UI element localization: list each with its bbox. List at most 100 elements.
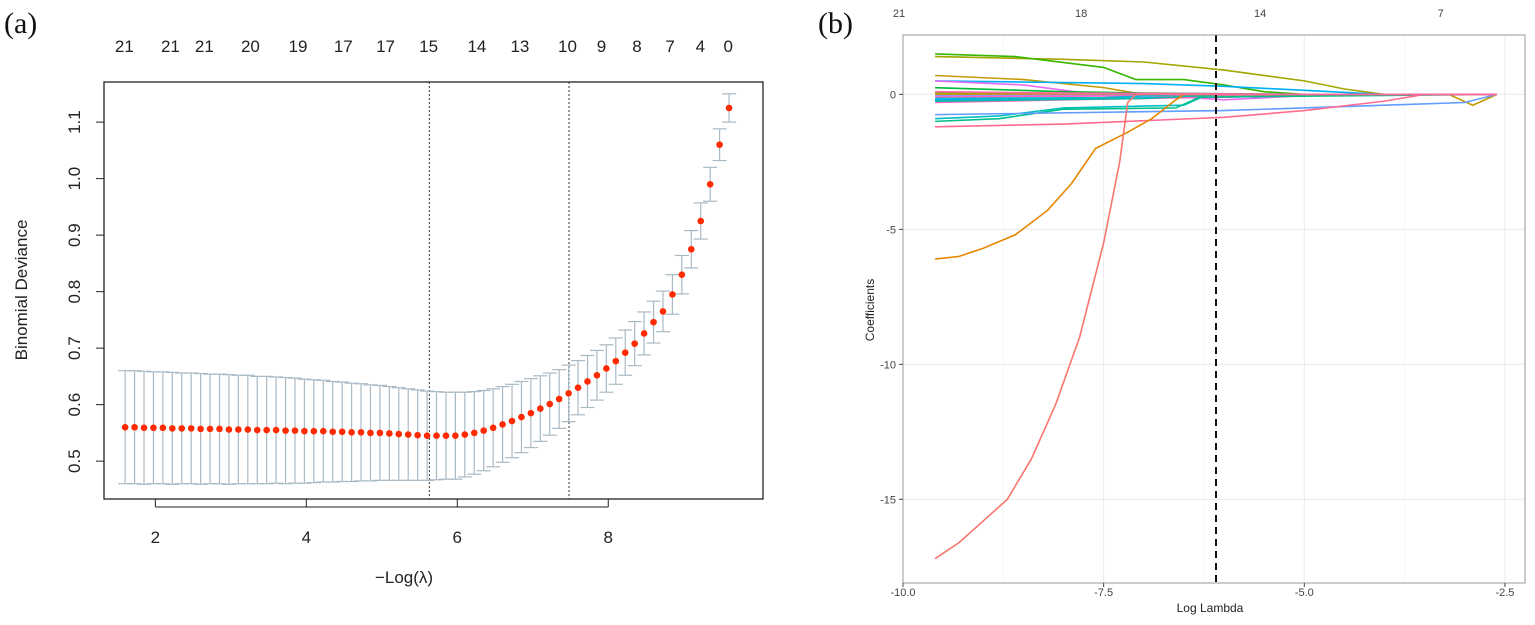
x-tick-label: 2 (151, 528, 160, 547)
data-point (716, 141, 723, 149)
data-point (206, 425, 214, 433)
y-tick-label: 1.0 (65, 167, 84, 191)
top-axis-label: 4 (696, 37, 705, 56)
panel-label-a: (a) (4, 7, 37, 40)
data-point (612, 357, 620, 365)
data-point (282, 427, 289, 434)
data-point (659, 308, 667, 315)
data-point (404, 431, 412, 438)
coefficient-path (934, 93, 1497, 560)
x-tick-label: 4 (302, 528, 311, 547)
data-point (197, 425, 204, 433)
data-point (291, 427, 299, 434)
data-point (537, 405, 544, 412)
data-point (461, 431, 469, 438)
data-point (235, 426, 242, 433)
data-point (603, 365, 610, 372)
x-tick-label: -7.5 (1094, 587, 1113, 599)
top-axis-label: 7 (665, 37, 674, 56)
data-point (631, 340, 638, 347)
y-tick-label: 0.6 (65, 393, 84, 417)
data-point (499, 421, 506, 428)
coefficient-path (935, 93, 1497, 123)
data-point (593, 371, 601, 379)
data-point (565, 390, 572, 397)
y-tick-label: 0 (890, 89, 896, 101)
x-tick-label: 6 (453, 528, 462, 547)
y-tick-label: 0.9 (65, 223, 84, 247)
data-point (442, 432, 450, 440)
data-point (159, 424, 167, 432)
data-point (725, 104, 733, 112)
top-axis-label: 21 (893, 8, 905, 20)
y-axis-title: Coefficients (863, 279, 877, 341)
data-point (244, 426, 252, 433)
top-axis-label: 9 (597, 37, 606, 56)
data-point (452, 432, 459, 440)
y-tick-label: -5 (886, 224, 896, 236)
data-point (357, 429, 365, 436)
data-point (640, 330, 648, 337)
top-axis-label: 17 (334, 37, 353, 56)
top-axis-label: 21 (195, 37, 214, 56)
data-point (508, 417, 516, 425)
data-point (584, 378, 591, 385)
data-point (376, 429, 384, 437)
y-tick-label: 0.7 (65, 336, 84, 360)
plot-frame (103, 81, 764, 500)
y-tick-label: 0.8 (65, 280, 84, 304)
y-tick-label: 1.1 (65, 110, 84, 134)
cv-deviance-chart: 2 4 6 8 0.5 0.6 0.7 0.8 0.9 1.0 1.1 21 21 21 20 19 17 17 1… (12, 37, 764, 587)
data-point (480, 427, 487, 434)
data-point (338, 428, 346, 436)
y-axis-title: Binomial Deviance (12, 220, 31, 361)
data-point (555, 395, 563, 403)
top-axis-label: 14 (467, 37, 486, 56)
x-axis-title: −Log(λ) (375, 568, 433, 587)
data-point (518, 413, 525, 421)
top-axis-label: 15 (419, 37, 438, 56)
data-point (150, 424, 157, 432)
data-point (169, 425, 176, 432)
data-point (386, 430, 393, 437)
coefficient-path (935, 93, 1497, 260)
data-point (527, 409, 535, 417)
data-point (301, 427, 308, 435)
data-point (706, 180, 714, 188)
data-point (697, 217, 705, 225)
plot-frame (902, 34, 1526, 584)
y-tick-label: -10 (880, 359, 896, 371)
data-point (423, 432, 431, 440)
data-point (621, 349, 629, 356)
y-tick-label: 0.5 (65, 449, 84, 473)
data-point (470, 429, 478, 437)
data-point (140, 424, 148, 432)
data-point (367, 429, 374, 437)
top-axis-label: 14 (1254, 8, 1266, 20)
data-point (669, 291, 676, 298)
data-point (414, 431, 421, 439)
data-point (319, 427, 327, 435)
data-point (687, 245, 695, 253)
x-tick-label: -5.0 (1295, 587, 1314, 599)
data-point (574, 384, 582, 391)
coefficient-path-chart: -10.0 -7.5 -5.0 -2.5 0 -5 -10 -15 21 18 14 7 Log Lam… (863, 8, 1526, 615)
top-axis-label: 21 (115, 37, 134, 56)
top-axis-label: 10 (558, 37, 577, 56)
data-point (216, 425, 223, 433)
data-point (489, 424, 497, 432)
x-tick-label: -2.5 (1495, 587, 1514, 599)
top-axis-label: 18 (1075, 8, 1087, 20)
top-axis-label: 17 (376, 37, 395, 56)
top-axis-label: 20 (241, 37, 260, 56)
top-axis-label: 7 (1438, 8, 1444, 20)
top-axis-label: 19 (289, 37, 308, 56)
x-tick-label: -10.0 (890, 587, 915, 599)
data-point (121, 423, 129, 431)
x-tick-label: 8 (604, 528, 613, 547)
coefficient-path (935, 90, 1497, 96)
data-point (433, 432, 440, 440)
data-point (678, 271, 686, 278)
data-point (348, 429, 355, 436)
top-axis-label: 8 (632, 37, 641, 56)
